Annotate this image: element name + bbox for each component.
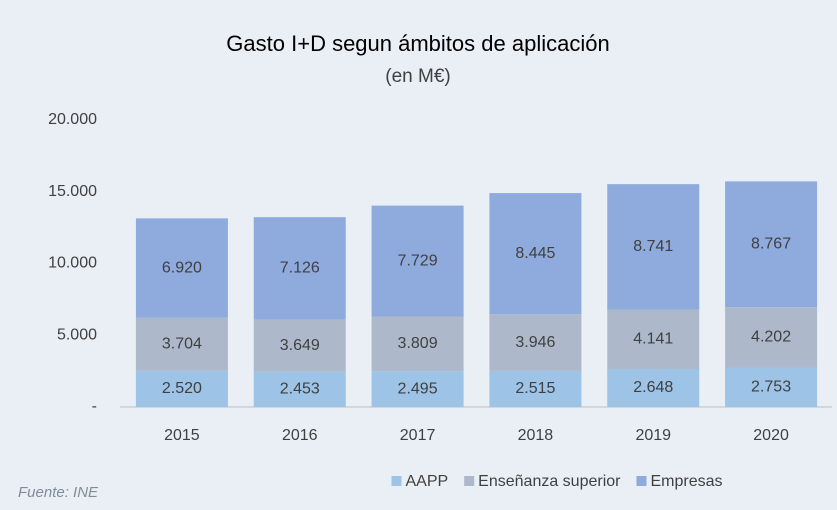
data-label: 4.141: [633, 331, 673, 348]
data-label: 8.445: [515, 245, 555, 262]
bar-segment: [371, 371, 464, 407]
legend-swatch: [636, 476, 647, 486]
y-tick-label: 15.000: [48, 183, 97, 200]
bar-segment: [135, 218, 228, 318]
legend-label: Empresas: [650, 473, 722, 490]
bar-segment: [725, 367, 818, 407]
x-tick-label: 2016: [282, 427, 318, 444]
bar-segment: [489, 193, 582, 315]
bar-segment: [725, 181, 818, 308]
x-tick-label: 2015: [164, 427, 200, 444]
data-label: 2.648: [633, 379, 673, 396]
data-label: 2.520: [162, 380, 202, 397]
y-tick-label: -: [92, 398, 97, 415]
legend-swatch: [464, 476, 475, 486]
bar-segment: [489, 314, 582, 371]
legend-label: AAPP: [405, 473, 448, 490]
data-label: 2.753: [751, 378, 791, 395]
bar-segment: [253, 371, 346, 407]
x-tick-label: 2020: [753, 427, 789, 444]
y-tick-label: 10.000: [48, 255, 97, 272]
source-note: Fuente: INE: [18, 484, 99, 501]
data-label: 7.126: [280, 260, 320, 277]
chart-subtitle: (en M€): [385, 66, 450, 87]
data-label: 3.649: [280, 337, 320, 354]
bar-segment: [253, 217, 346, 320]
bar-segment: [607, 369, 700, 407]
data-label: 2.495: [398, 380, 438, 397]
data-label: 8.767: [751, 236, 791, 253]
y-tick-label: 5.000: [57, 326, 97, 343]
bar-segment: [371, 316, 464, 372]
legend-label: Enseñanza superior: [478, 473, 621, 490]
x-tick-label: 2017: [400, 427, 436, 444]
data-label: 3.809: [398, 335, 438, 352]
data-label: 3.946: [515, 334, 555, 351]
data-label: 4.202: [751, 329, 791, 346]
y-tick-label: 20.000: [48, 111, 97, 128]
data-label: 6.920: [162, 259, 202, 276]
data-label: 7.729: [398, 252, 438, 269]
bar-segment: [607, 184, 700, 310]
data-label: 2.453: [280, 381, 320, 398]
x-tick-label: 2018: [518, 427, 554, 444]
x-tick-label: 2019: [635, 427, 671, 444]
data-label: 8.741: [633, 238, 673, 255]
chart-title: Gasto I+D segun ámbitos de aplicación: [226, 31, 609, 56]
bar-segment: [607, 309, 700, 370]
bar-segment: [135, 370, 228, 407]
bar-segment: [725, 307, 818, 368]
legend-swatch: [391, 476, 402, 486]
data-label: 2.515: [515, 380, 555, 397]
bar-segment: [371, 205, 464, 317]
bar-segment: [135, 317, 228, 371]
bar-segment: [253, 319, 346, 372]
data-label: 3.704: [162, 335, 202, 352]
bar-segment: [489, 370, 582, 407]
